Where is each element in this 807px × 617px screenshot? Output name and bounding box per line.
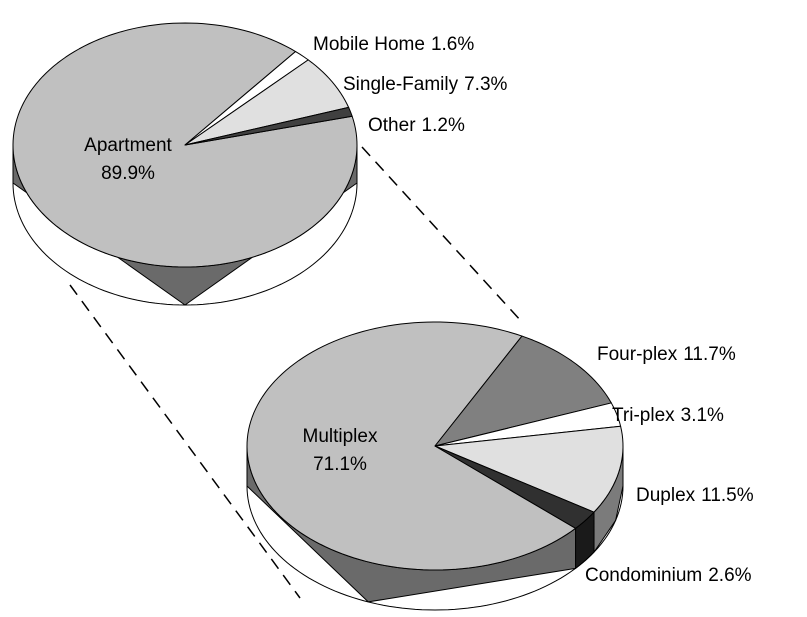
- labels: Apartment 89.9% Mobile Home 1.6% Single-Fami…: [84, 34, 754, 586]
- pie-tops: [12, 22, 624, 571]
- pie-slice: [434, 335, 612, 447]
- slice-label-group: Four-plex 11.7%: [597, 344, 736, 365]
- slice-value-label: 2.6%: [708, 565, 751, 586]
- slice-label-group: Tri-plex 3.1%: [612, 405, 724, 426]
- slice-value-label: 89.9%: [101, 163, 155, 184]
- slice-label: Single-Family: [343, 74, 459, 95]
- slice-label: Four-plex: [597, 344, 678, 365]
- slice-label: Other: [368, 115, 416, 136]
- connector-line: [361, 146, 523, 323]
- slice-value-label: 1.6%: [431, 34, 474, 55]
- slice-value-label: 7.3%: [464, 74, 507, 95]
- slice-label-group: Single-Family 7.3%: [343, 74, 508, 95]
- pie-slice: [434, 402, 622, 447]
- slice-label: Condominium: [585, 565, 702, 586]
- pie-slice: [434, 445, 595, 529]
- connector-line: [69, 284, 301, 599]
- slice-value-label: 11.7%: [683, 344, 736, 365]
- pie-rim: [246, 485, 624, 611]
- slice-label-group: Other 1.2%: [368, 115, 465, 136]
- slice-label: Tri-plex: [612, 405, 675, 426]
- slice-value-label: 3.1%: [681, 405, 724, 426]
- slice-value-label: 1.2%: [422, 115, 465, 136]
- slice-label-group: Mobile Home 1.6%: [313, 34, 474, 55]
- slice-label: Mobile Home: [313, 34, 425, 55]
- pie-slice: [184, 59, 350, 146]
- slice-value-label: 71.1%: [313, 454, 367, 475]
- pie-sides: [12, 144, 624, 611]
- pie-slice: [184, 106, 353, 146]
- pie-rim: [12, 182, 358, 306]
- slice-label: Multiplex: [303, 426, 378, 447]
- slice-label-group: Duplex 11.5%: [636, 485, 754, 506]
- pie-slice: [434, 425, 624, 513]
- pie-slice: [246, 321, 577, 571]
- slice-label: Duplex: [636, 485, 696, 506]
- slice-value-label: 11.5%: [701, 485, 754, 506]
- slice-label-group: Condominium 2.6%: [585, 565, 752, 586]
- slice-label: Apartment: [84, 135, 172, 156]
